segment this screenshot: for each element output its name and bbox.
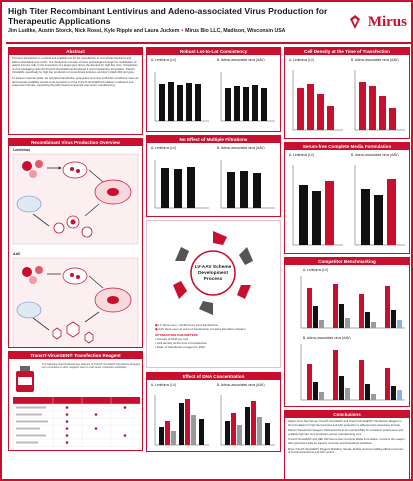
abstract-heading: Abstract: [9, 48, 142, 55]
optimization-item-3: Ratio of transfection reagent to DNA: [156, 345, 206, 349]
density-subtitle-a: A. Lentivirus (LV): [289, 58, 315, 62]
cycle-notes: ◉ LV titers even ~10-20 hours post-trans…: [151, 323, 279, 349]
reagent-caption: The following chart illustrates key feat…: [42, 363, 141, 370]
workflow-cycle-diagram: LV-AAV Scheme Development Process: [173, 231, 253, 315]
poster-header: High Titer Recombinant Lentivirus and Ad…: [6, 5, 411, 45]
conclusion-2: Robust Transfection Reagent: Maintained …: [288, 429, 404, 436]
filtration-charts: [154, 160, 275, 209]
logo-mark-icon: [350, 15, 360, 29]
transfection-complex-icon: [62, 161, 88, 179]
cycle-title-line-1: LV-AAV Scheme: [195, 264, 232, 270]
plasmid-icon: [22, 161, 32, 171]
cycle-center: [190, 250, 236, 296]
density-panel: Cell Density at the Time of Transfection…: [284, 47, 410, 139]
dna-subtitle-a: A. Lentivirus (LV): [151, 383, 177, 387]
lentivirus-label: Lentivirus: [13, 148, 31, 152]
conclusion-4: Mirus TransIT-VirusGEN® Reagent Workflow…: [288, 447, 404, 455]
affiliation: Mirus Bio LLC, Madison, Wisconsin USA: [185, 28, 286, 34]
filtration-panel: No Effect of Multiple Filtrations A. Len…: [146, 135, 281, 217]
optimization-item-2: Cell density at the time of transfection: [156, 341, 207, 345]
authors: Jim Ludtke, Austin Storck, Nick Rossi, K…: [8, 28, 180, 34]
density-heading: Cell Density at the Time of Transfection: [285, 48, 409, 55]
abstract-body: Transient transfection is a critical and…: [9, 55, 142, 92]
poster-title: High Titer Recombinant Lentivirus and Ad…: [8, 6, 338, 26]
bench-subtitle-a: A. Lentivirus (LV): [303, 268, 329, 272]
cycle-title-line-3: Process: [204, 276, 223, 282]
lot-heading: Robust Lot-to-Lot Consistency: [147, 48, 280, 55]
cycle-title-line-2: Development: [198, 270, 229, 276]
conclusion-1: Higher Virus Titer Versus: TransIT-Virus…: [288, 420, 402, 427]
aav-label: AAV: [13, 252, 21, 256]
density-charts: [292, 70, 405, 131]
aav-diagram: [12, 257, 139, 347]
conclusions-panel: Conclusions Higher Virus Titer Versus: T…: [284, 410, 410, 480]
lot-charts: [154, 72, 275, 122]
header-rule: [6, 42, 411, 44]
conclusions-heading: Conclusions: [285, 411, 409, 418]
dna-charts: [154, 395, 275, 446]
conclusions-body: Higher Virus Titer Versus: TransIT-Virus…: [285, 418, 409, 459]
benchmark-panel: Competitor Benchmarking A. Lentivirus (L…: [284, 257, 410, 407]
cycle-segment: [213, 231, 227, 245]
cycle-note-1: LV titers even ~10-20 hours post-transfe…: [158, 323, 219, 327]
dna-subtitle-b: B. Adeno-associated virus (AAV): [217, 383, 265, 387]
overview-heading: Recombinant Virus Production Overview: [9, 139, 142, 146]
filtration-subtitle-a: A. Lentivirus (LV): [151, 146, 177, 150]
reagent-heading: TransIT-VirusGEN® Transfection Reagent: [9, 352, 142, 359]
reagent-panel: TransIT-VirusGEN® Transfection Reagent T…: [8, 351, 143, 451]
filtration-heading: No Effect of Multiple Filtrations: [147, 136, 280, 143]
logo-wordmark: Mirus: [367, 14, 407, 30]
workflow-panel: LV-AAV Scheme Development Process ◉ LV t…: [146, 220, 281, 368]
serum-heading: Serum-free Complete Media Formulation: [285, 143, 409, 150]
cycle-note-2: AAV titers even at point of transfection…: [158, 327, 246, 331]
bench-chart-aav: [300, 344, 405, 401]
serum-panel: Serum-free Complete Media Formulation A.…: [284, 142, 410, 254]
bench-heading: Competitor Benchmarking: [285, 258, 409, 265]
mirus-logo: Mirus: [349, 11, 407, 33]
density-subtitle-b: B. Adeno-associated virus (AAV): [351, 58, 399, 62]
abstract-paragraph-2: To achieve maximal yields, we optimized …: [12, 76, 139, 88]
abstract-panel: Abstract Transient transfection is a cri…: [8, 47, 143, 135]
target-cell-icon: [16, 195, 42, 213]
reagent-comparison-table: [13, 397, 140, 447]
bench-subtitle-b: B. Adeno-associated virus (AAV): [303, 336, 351, 340]
aav-particle-icon: [66, 321, 80, 338]
lentivirus-diagram: [12, 153, 139, 245]
dna-heading: Effect of DNA Concentration: [147, 373, 280, 380]
title-line-1: High Titer Recombinant Lentivirus and Ad…: [8, 6, 328, 16]
serum-charts: [292, 165, 405, 246]
serum-subtitle-a: A. Lentivirus (LV): [289, 153, 315, 157]
overview-panel: Recombinant Virus Production Overview Le…: [8, 138, 143, 348]
conclusion-3: TransIT-VirusGEN® and HEK 293 Serum-free…: [288, 438, 405, 445]
dna-panel: Effect of DNA Concentration A. Lentiviru…: [146, 372, 281, 452]
title-line-2: Therapeutic Applications: [8, 16, 111, 26]
optimization-item-1: Amount of DNA per cell: [156, 337, 188, 341]
bench-chart-lentivirus: [300, 276, 405, 329]
lot-subtitle-b: B. Adeno-associated virus (AAV): [217, 58, 265, 62]
author-line: Jim Ludtke, Austin Storck, Nick Rossi, K…: [8, 28, 286, 34]
lot-bar: [159, 84, 165, 121]
lot-subtitle-a: A. Lentivirus (LV): [151, 58, 177, 62]
reagent-bottle-icon: [16, 366, 34, 392]
abstract-paragraph-1: Transient transfection is a critical and…: [12, 57, 138, 75]
optimization-heading: OPTIMIZATION PARAMETERS: [155, 333, 198, 337]
serum-subtitle-b: B. Adeno-associated virus (AAV): [351, 153, 399, 157]
lot-consistency-panel: Robust Lot-to-Lot Consistency A. Lentivi…: [146, 47, 281, 132]
filtration-subtitle-b: B. Adeno-associated virus (AAV): [217, 146, 265, 150]
